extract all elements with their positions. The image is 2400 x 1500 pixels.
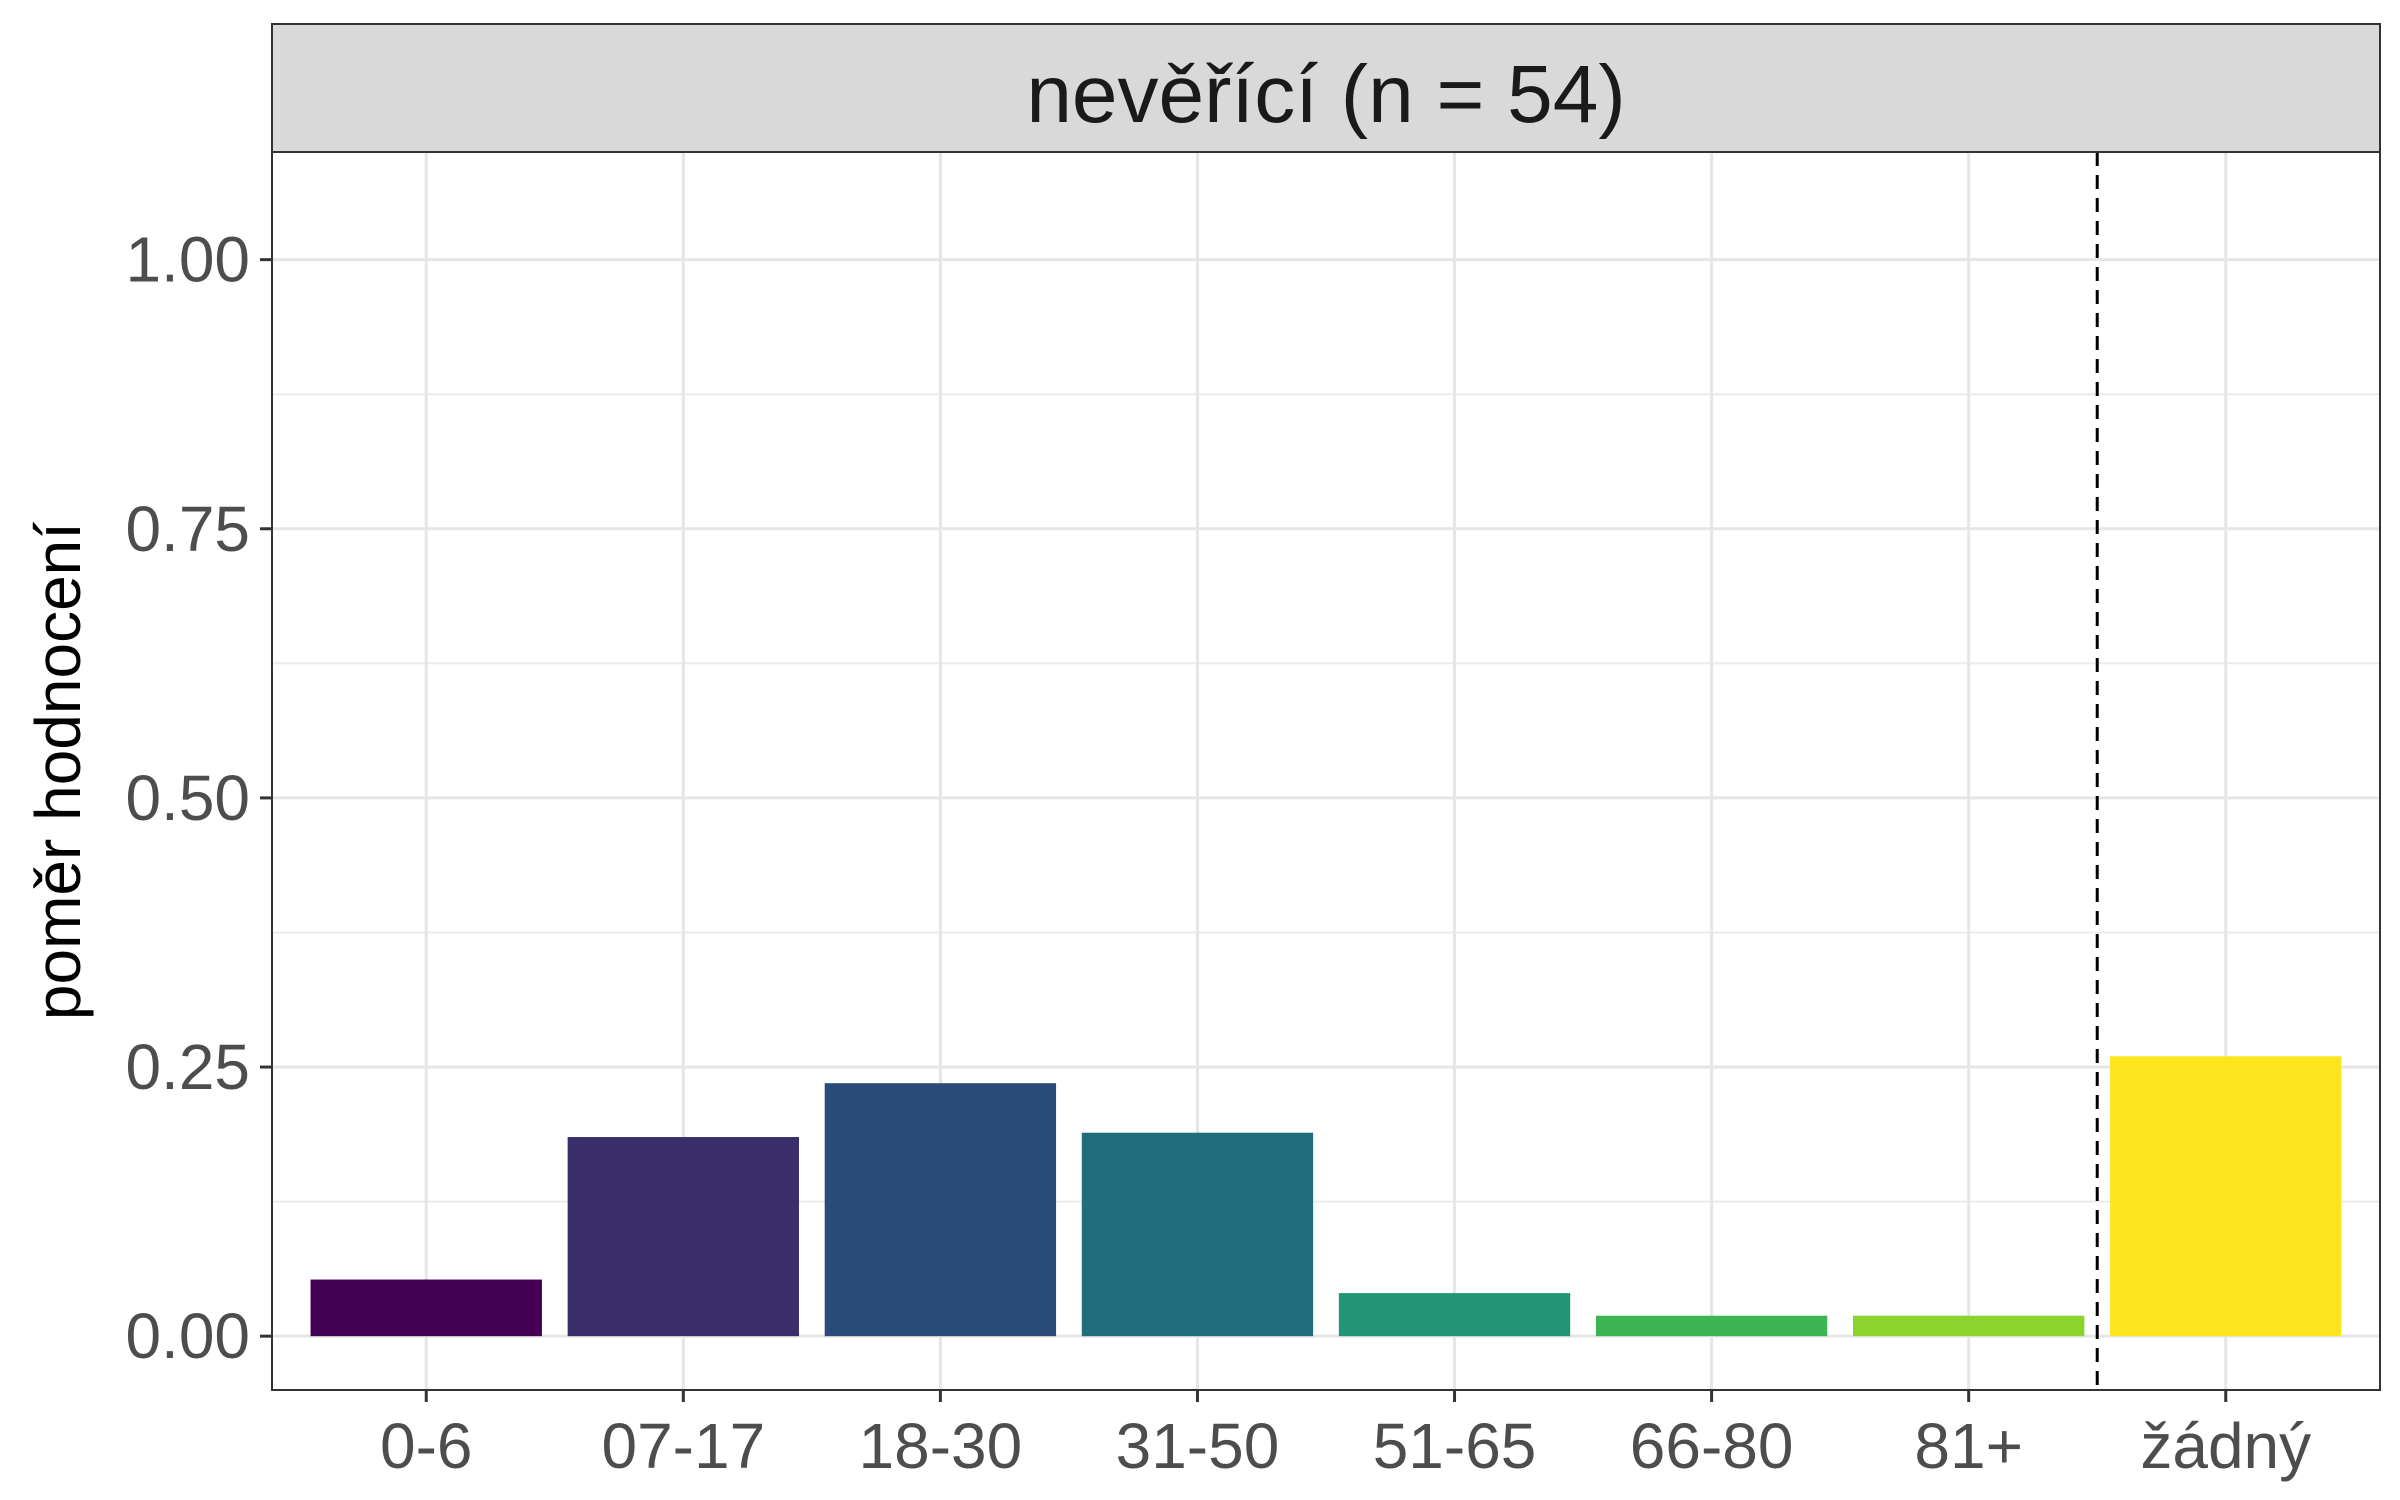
x-tick-label: 51-65 [1373, 1410, 1537, 1482]
bar-07-17 [567, 1137, 799, 1337]
x-tick-label: 0-6 [380, 1410, 473, 1482]
y-tick-label: 0.75 [125, 493, 250, 565]
y-tick-label: 0.50 [125, 762, 250, 834]
bar-51-65 [1338, 1293, 1571, 1337]
y-tick-label: 0.25 [125, 1031, 250, 1103]
bar-81+ [1853, 1315, 2085, 1337]
x-tick-label: 18-30 [859, 1410, 1023, 1482]
x-tick-label: 66-80 [1630, 1410, 1794, 1482]
panel-border [271, 151, 2381, 1391]
x-axis: 0-6 07-17 18-30 31-50 51-65 66-80 81+ žádný [380, 1390, 2311, 1482]
bar-žádný [2110, 1056, 2342, 1337]
facet-strip: nevěřící (n = 54) [271, 23, 2381, 153]
grid-lines [272, 152, 2380, 1390]
x-tick-label: 31-50 [1116, 1410, 1280, 1482]
bars [310, 1056, 2342, 1337]
facet-strip-background [271, 23, 2381, 153]
bar-0-6 [310, 1279, 542, 1337]
y-tick-label: 0.00 [125, 1300, 250, 1372]
facet-title: nevěřící (n = 54) [1026, 49, 1625, 140]
plot-panel [271, 151, 2381, 1391]
y-axis: 0.00 0.25 0.50 0.75 1.00 [125, 224, 272, 1372]
x-tick-label: 07-17 [601, 1410, 765, 1482]
y-tick-label: 1.00 [125, 224, 250, 296]
x-tick-label: 81+ [1914, 1410, 2023, 1482]
y-axis-title: poměr hodnocení [22, 522, 94, 1020]
x-tick-label: žádný [2140, 1410, 2311, 1482]
bar-66-80 [1595, 1315, 1828, 1337]
bar-31-50 [1081, 1132, 1314, 1337]
bar-18-30 [824, 1083, 1057, 1337]
